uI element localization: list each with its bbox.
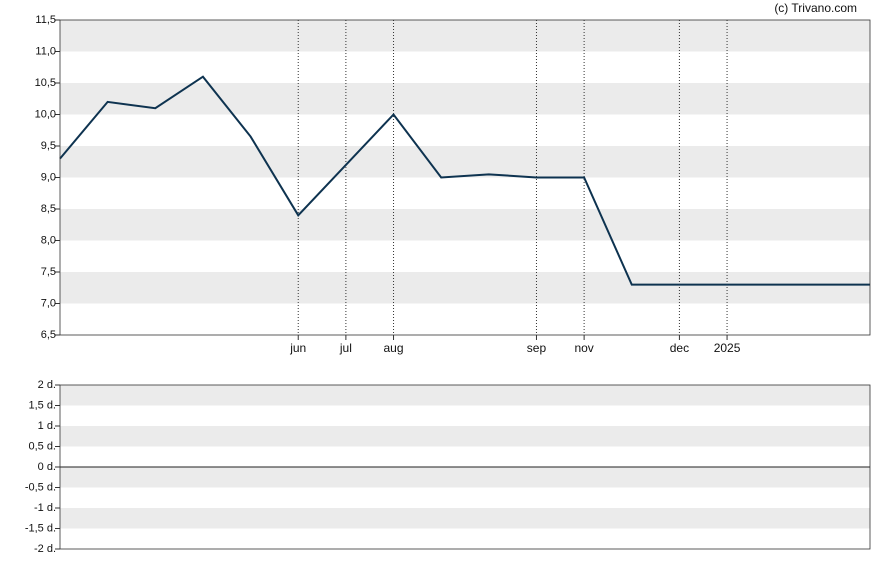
y-tick-label: 11,5 [35,14,56,26]
band [60,467,870,488]
y-tick-label: -0,5 d. [25,481,56,493]
x-tick-label: aug [384,341,404,355]
y-tick-label: 9,5 [41,140,56,152]
y-tick-label: 2 d. [38,379,56,391]
y-tick-label: 7,5 [41,266,56,278]
y-tick-label: 1 d. [38,420,56,432]
y-tick-label: 11,0 [35,45,56,57]
y-tick-label: -2 d. [34,543,56,555]
band [60,83,870,115]
band [60,272,870,304]
y-tick-label: 6,5 [41,329,56,341]
price-line [59,75,870,286]
y-tick-label: 1,5 d. [28,399,56,411]
band [60,385,870,406]
y-tick-label: 0 d. [38,461,56,473]
y-tick-label: 8,5 [41,203,56,215]
x-tick-label: jun [289,341,306,355]
band [60,426,870,447]
plot-frame [59,19,871,336]
y-tick-label: 8,0 [41,234,56,246]
y-tick-label: -1,5 d. [25,522,56,534]
x-tick-label: jul [339,341,352,355]
plot-frame [59,384,871,550]
band [60,508,870,529]
x-tick-label: 2025 [714,341,741,355]
x-tick-label: nov [574,341,593,355]
y-tick-label: 9,0 [41,171,56,183]
y-tick-label: -1 d. [34,502,56,514]
y-tick-label: 10,0 [35,108,56,120]
x-tick-label: dec [670,341,689,355]
y-tick-label: 0,5 d. [28,440,56,452]
x-tick-label: sep [527,341,547,355]
band [60,20,870,52]
band [60,146,870,178]
credit: (c) Trivano.com [774,1,857,15]
y-tick-label: 7,0 [41,297,56,309]
band [60,209,870,241]
y-tick-label: 10,5 [35,77,56,89]
